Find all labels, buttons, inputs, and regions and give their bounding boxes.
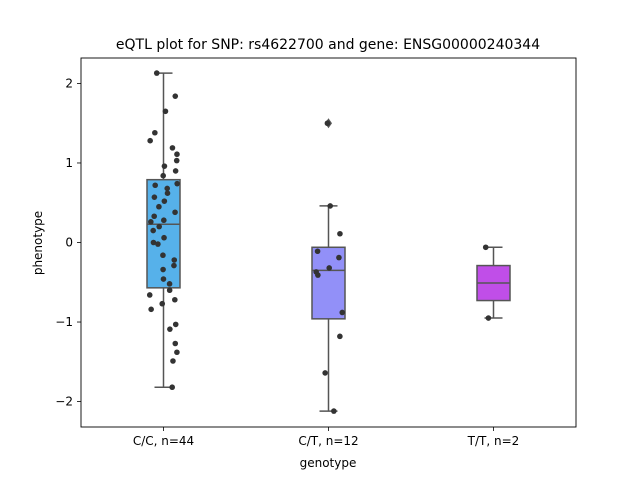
data-point — [339, 309, 346, 316]
data-point — [174, 349, 180, 356]
data-point — [153, 70, 160, 76]
data-point — [172, 321, 179, 328]
data-point — [172, 93, 179, 99]
data-point — [150, 227, 156, 234]
data-point — [151, 213, 157, 220]
data-point — [160, 266, 166, 273]
data-point — [167, 326, 173, 332]
data-point — [327, 203, 334, 209]
data-point — [151, 194, 158, 200]
data-point — [156, 223, 162, 230]
data-point — [162, 108, 169, 115]
x-tick-label: T/T, n=2 — [467, 434, 520, 448]
y-tick-label: −1 — [55, 315, 73, 329]
data-point — [152, 129, 158, 136]
data-point — [164, 190, 171, 196]
x-tick-label: C/T, n=12 — [298, 434, 358, 448]
data-point — [172, 340, 179, 347]
data-point — [166, 287, 173, 294]
data-point — [174, 151, 180, 158]
data-point — [146, 292, 153, 298]
data-point — [150, 239, 157, 246]
data-point — [336, 254, 342, 261]
data-point — [159, 300, 166, 307]
data-point — [169, 145, 176, 151]
data-point — [171, 262, 177, 269]
data-point — [170, 358, 176, 364]
data-point — [161, 217, 167, 224]
y-tick-label: 2 — [65, 76, 73, 90]
group-1 — [311, 118, 346, 414]
data-point — [315, 272, 321, 278]
y-axis: 2 1 0 −1 −2 — [55, 76, 81, 409]
data-point — [485, 315, 492, 321]
data-point — [148, 219, 154, 225]
plot-area — [146, 70, 511, 414]
data-point — [152, 182, 158, 189]
data-point — [164, 185, 171, 192]
data-point — [173, 157, 180, 164]
data-point — [172, 209, 178, 216]
data-point — [155, 241, 161, 247]
data-point — [148, 306, 154, 313]
data-point — [160, 276, 167, 282]
y-tick-label: 1 — [65, 156, 73, 170]
data-point — [160, 172, 166, 179]
data-point — [161, 234, 167, 241]
data-point — [156, 203, 162, 210]
data-point — [322, 370, 328, 376]
y-tick-label: 0 — [65, 236, 73, 250]
data-point — [326, 265, 333, 271]
x-axis: C/C, n=44 C/T, n=12 T/T, n=2 — [133, 427, 520, 448]
group-0 — [146, 70, 181, 391]
box — [311, 246, 346, 320]
x-tick-label: C/C, n=44 — [133, 434, 194, 448]
chart-title: eQTL plot for SNP: rs4622700 and gene: E… — [116, 37, 540, 53]
data-point — [331, 408, 337, 414]
x-axis-label: genotype — [300, 456, 357, 470]
data-point — [169, 384, 175, 391]
data-point — [161, 198, 168, 204]
data-point — [337, 333, 343, 340]
data-point — [147, 137, 153, 144]
data-point — [172, 296, 178, 303]
data-point — [160, 252, 166, 259]
data-point — [166, 281, 173, 287]
data-point — [314, 248, 321, 255]
data-point — [324, 120, 331, 127]
data-point — [337, 230, 343, 237]
data-point — [174, 180, 180, 187]
y-axis-label: phenotype — [31, 211, 45, 275]
data-point — [482, 244, 489, 251]
y-tick-label: −2 — [55, 395, 73, 409]
data-point — [171, 257, 178, 263]
group-2 — [476, 244, 511, 321]
data-point — [161, 163, 168, 169]
data-point — [172, 168, 179, 174]
